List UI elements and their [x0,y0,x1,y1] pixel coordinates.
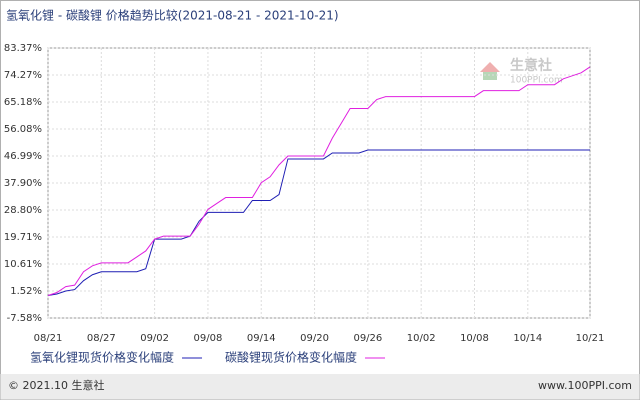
x-tick-label: 09/26 [353,333,382,344]
x-tick-label: 08/27 [87,333,116,344]
y-tick-label: 74.27% [4,70,42,81]
footer-left: © 2021.10 生意社 [8,378,104,392]
y-tick-label: 28.80% [4,205,42,216]
x-tick-label: 09/20 [300,333,329,344]
legend-label: 碳酸锂现货价格变化幅度 [225,350,357,365]
watermark: 生意社 100PPI.com [480,57,563,86]
x-tick-label: 10/08 [460,333,489,344]
y-tick-label: -7.58% [7,313,42,324]
y-tick-label: 1.52% [10,286,42,297]
footer-right: www.100PPI.com [538,379,632,392]
chart-title: 氢氧化锂 - 碳酸锂 价格趋势比较(2021-08-21 - 2021-10-2… [6,8,339,23]
x-tick-label: 09/08 [194,333,223,344]
x-tick-label: 10/21 [576,333,605,344]
y-tick-label: 65.18% [4,97,42,108]
y-tick-label: 10.61% [4,259,42,270]
x-tick-label: 10/14 [513,333,542,344]
y-tick-label: 83.37% [4,43,42,54]
y-tick-label: 56.08% [4,124,42,135]
x-tick-label: 09/14 [247,333,276,344]
series-line [47,149,590,296]
y-tick-label: 37.90% [4,178,42,189]
legend-item: 氢氧化锂现货价格变化幅度 [30,350,203,365]
y-tick-label: 19.71% [4,232,42,243]
legend-label: 氢氧化锂现货价格变化幅度 [30,350,174,365]
x-tick-label: 08/21 [34,333,63,344]
footer-bar [0,374,640,400]
legend-item: 碳酸锂现货价格变化幅度 [225,350,386,365]
watermark-text: 生意社 [510,57,552,74]
watermark-icon [483,72,497,80]
series-line [47,66,591,296]
watermark-icon [480,62,500,72]
x-tick-label: 09/02 [140,333,169,344]
y-tick-label: 46.99% [4,151,42,162]
x-tick-label: 10/02 [407,333,436,344]
watermark-text: 100PPI.com [510,76,563,86]
